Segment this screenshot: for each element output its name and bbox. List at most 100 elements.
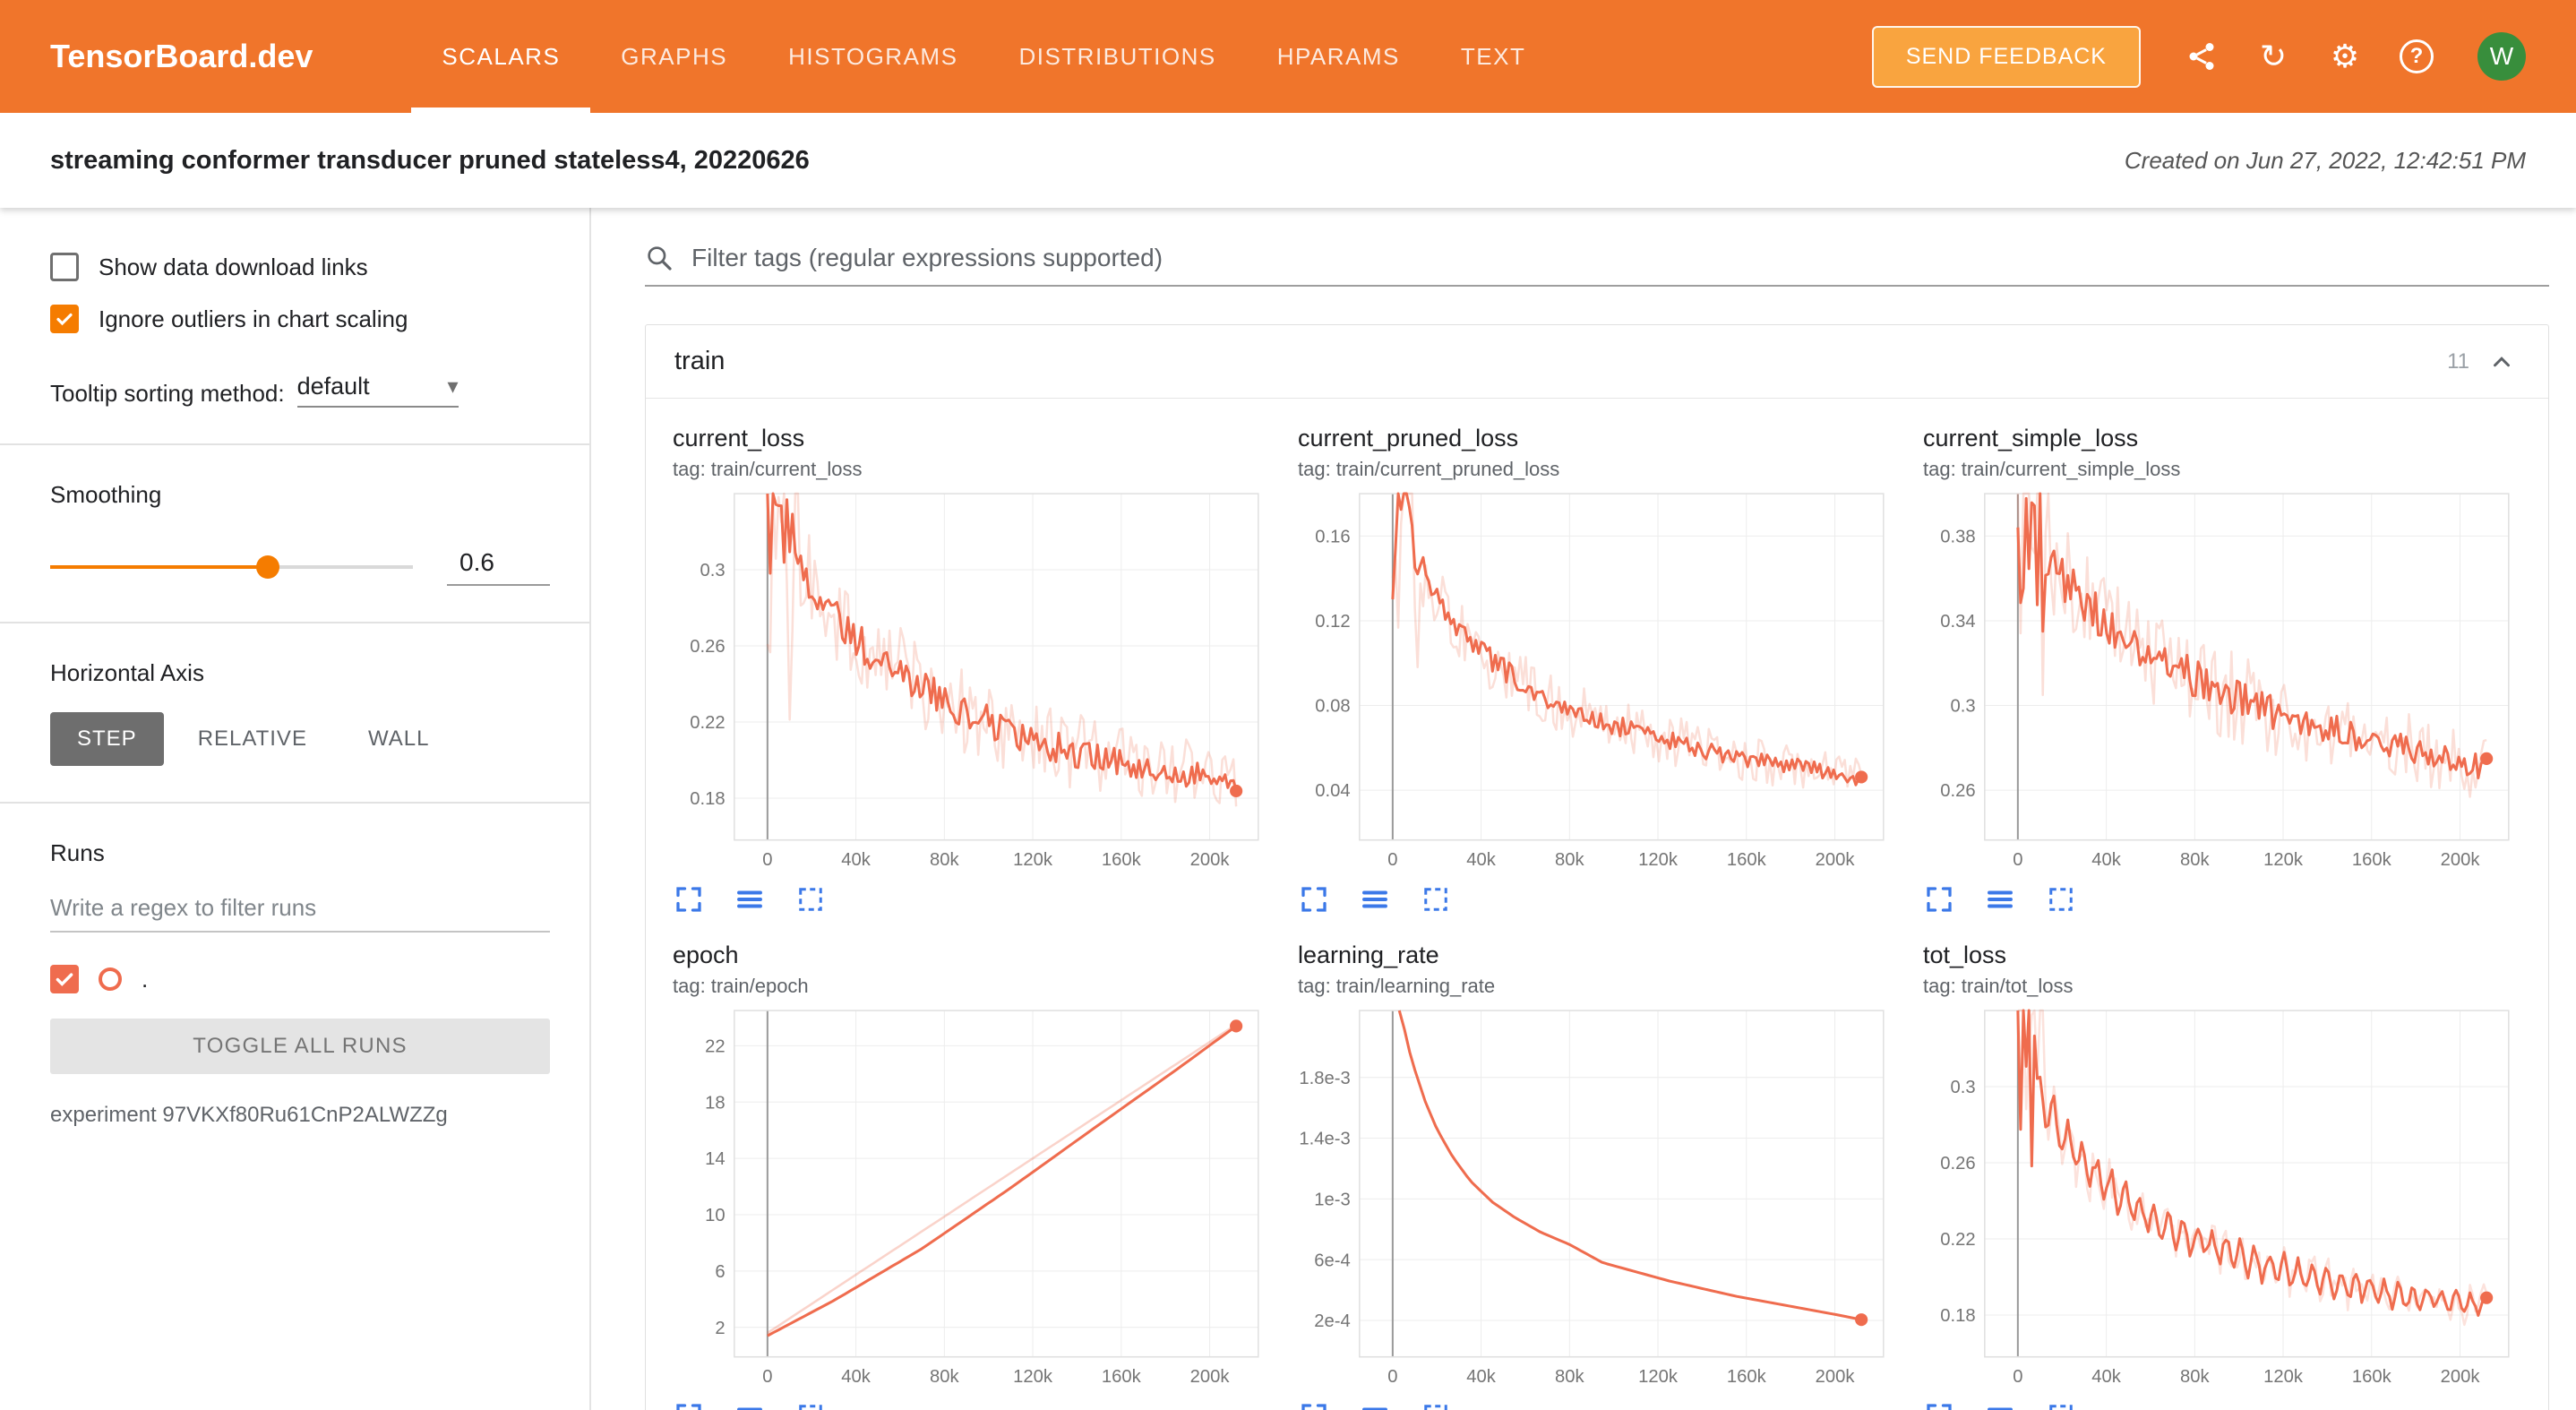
tab-scalars[interactable]: SCALARS — [411, 0, 591, 113]
show-download-links-row[interactable]: Show data download links — [50, 253, 550, 281]
svg-text:1.4e-3: 1.4e-3 — [1299, 1130, 1350, 1149]
svg-text:0.18: 0.18 — [1940, 1306, 1975, 1326]
help-icon[interactable]: ? — [2397, 37, 2436, 76]
ignore-outliers-checkbox[interactable] — [50, 305, 79, 333]
filter-tags-input[interactable] — [691, 244, 2549, 272]
chart-card-tot_loss: tot_loss tag: train/tot_loss 0.18 0.22 0.26 0… — [1923, 941, 2521, 1410]
collapse-chevron-icon[interactable] — [2484, 344, 2520, 380]
share-icon[interactable] — [2182, 37, 2221, 76]
toggle-all-runs-button[interactable]: TOGGLE ALL RUNS — [50, 1019, 550, 1074]
svg-text:0.34: 0.34 — [1940, 612, 1975, 632]
chart-card-learning_rate: learning_rate tag: train/learning_rate 2e-… — [1298, 941, 1896, 1410]
axis-relative-button[interactable]: RELATIVE — [171, 712, 334, 766]
show-download-links-label: Show data download links — [99, 253, 368, 280]
log-scale-toggle-icon[interactable] — [1984, 883, 2016, 916]
chart-card-current_loss: current_loss tag: train/current_loss 0.18 0… — [673, 424, 1271, 916]
avatar[interactable]: W — [2477, 32, 2526, 81]
chart-plot-tot_loss[interactable]: 0.18 0.22 0.26 0.3 0 40k 80k 120k 160k 200k — [1923, 1005, 2521, 1395]
smoothing-slider[interactable] — [50, 555, 413, 579]
svg-text:200k: 200k — [1816, 1367, 1856, 1387]
tab-text[interactable]: TEXT — [1460, 42, 1526, 70]
expand-chart-icon[interactable] — [673, 1400, 705, 1410]
chart-plot-current_loss[interactable]: 0.18 0.22 0.26 0.3 0 40k 80k 120k 160k 200k — [673, 488, 1271, 878]
run-color-circle[interactable] — [99, 967, 122, 991]
svg-text:160k: 160k — [2352, 1367, 2392, 1387]
tooltip-sorting-label: Tooltip sorting method: — [50, 380, 285, 407]
svg-text:200k: 200k — [1190, 1367, 1231, 1387]
refresh-icon[interactable]: ↻ — [2259, 38, 2288, 74]
chart-title: current_loss — [673, 425, 805, 451]
train-group-card: train 11 current_loss tag: train/current_… — [645, 324, 2549, 1410]
log-scale-toggle-icon[interactable] — [1984, 1400, 2016, 1410]
experiment-header: streaming conformer transducer pruned st… — [0, 113, 2576, 208]
svg-text:6e-4: 6e-4 — [1314, 1251, 1351, 1270]
chart-title: current_pruned_loss — [1298, 425, 1519, 451]
svg-text:120k: 120k — [1638, 1367, 1679, 1387]
svg-text:160k: 160k — [1102, 850, 1142, 870]
sidebar-divider — [0, 443, 589, 445]
fit-domain-icon[interactable] — [2045, 1400, 2077, 1410]
svg-text:0: 0 — [762, 850, 772, 870]
svg-text:0.16: 0.16 — [1315, 527, 1350, 546]
chart-plot-learning_rate[interactable]: 2e-4 6e-4 1e-3 1.4e-3 1.8e-3 0 40k 80k 120k 160k 2… — [1298, 1005, 1896, 1395]
experiment-title: streaming conformer transducer pruned st… — [50, 145, 810, 175]
smoothing-value[interactable]: 0.6 — [447, 548, 550, 586]
fit-domain-icon[interactable] — [2045, 883, 2077, 916]
log-scale-toggle-icon[interactable] — [1359, 883, 1391, 916]
smoothing-slider-fill — [50, 565, 268, 569]
log-scale-toggle-icon[interactable] — [1359, 1400, 1391, 1410]
group-count: 11 — [2447, 348, 2469, 374]
experiment-id: experiment 97VKXf80Ru61CnP2ALWZZg — [50, 1103, 448, 1127]
fit-domain-icon[interactable] — [1420, 883, 1452, 916]
chart-tag: tag: train/current_simple_loss — [1923, 458, 2181, 480]
svg-text:14: 14 — [705, 1149, 726, 1169]
fit-domain-icon[interactable] — [1420, 1400, 1452, 1410]
smoothing-slider-thumb[interactable] — [256, 555, 279, 579]
expand-chart-icon[interactable] — [1298, 883, 1330, 916]
ignore-outliers-row[interactable]: Ignore outliers in chart scaling — [50, 305, 550, 333]
tab-distributions[interactable]: DISTRIBUTIONS — [1018, 42, 1216, 70]
svg-text:1e-3: 1e-3 — [1314, 1191, 1351, 1210]
axis-wall-button[interactable]: WALL — [341, 712, 456, 766]
chart-plot-current_pruned_loss[interactable]: 0.04 0.08 0.12 0.16 0 40k 80k 120k 160k 200k — [1298, 488, 1896, 878]
chart-plot-current_simple_loss[interactable]: 0.26 0.3 0.34 0.38 0 40k 80k 120k 160k 200k — [1923, 488, 2521, 878]
runs-regex-input[interactable] — [50, 894, 550, 933]
svg-text:80k: 80k — [2180, 1367, 2211, 1387]
tooltip-sorting-value: default — [296, 373, 370, 400]
svg-text:40k: 40k — [841, 850, 872, 870]
svg-text:40k: 40k — [841, 1367, 872, 1387]
tab-hparams[interactable]: HPARAMS — [1276, 42, 1400, 70]
search-icon — [648, 246, 672, 271]
log-scale-toggle-icon[interactable] — [734, 1400, 766, 1410]
send-feedback-button[interactable]: SEND FEEDBACK — [1871, 25, 2141, 88]
svg-text:40k: 40k — [1466, 850, 1497, 870]
svg-text:160k: 160k — [1102, 1367, 1142, 1387]
tooltip-sorting-select[interactable]: default ▾ — [296, 373, 459, 408]
chart-tag: tag: train/learning_rate — [1298, 975, 1496, 998]
runs-label: Runs — [50, 839, 105, 866]
chart-card-current_simple_loss: current_simple_loss tag: train/current_si… — [1923, 424, 2521, 916]
svg-text:200k: 200k — [2441, 850, 2481, 870]
svg-text:0: 0 — [1387, 850, 1397, 870]
expand-chart-icon[interactable] — [1298, 1400, 1330, 1410]
chart-toolbar — [1923, 883, 2521, 916]
chart-plot-epoch[interactable]: 2 6 10 14 18 22 0 40k 80k 120k 160k 200k — [673, 1005, 1271, 1395]
settings-gear-icon[interactable]: ⚙ — [2330, 38, 2360, 74]
nav-tabs: SCALARS GRAPHS HISTOGRAMS DISTRIBUTIONS HPAR… — [411, 0, 1556, 113]
expand-chart-icon[interactable] — [1923, 883, 1955, 916]
tab-graphs[interactable]: GRAPHS — [621, 42, 728, 70]
svg-text:1.8e-3: 1.8e-3 — [1299, 1069, 1350, 1088]
fit-domain-icon[interactable] — [794, 1400, 827, 1410]
tab-histograms[interactable]: HISTOGRAMS — [788, 42, 958, 70]
svg-text:0: 0 — [2013, 1367, 2022, 1387]
svg-text:120k: 120k — [2263, 1367, 2304, 1387]
run-checkbox[interactable] — [50, 965, 79, 993]
expand-chart-icon[interactable] — [1923, 1400, 1955, 1410]
fit-domain-icon[interactable] — [794, 883, 827, 916]
show-download-links-checkbox[interactable] — [50, 253, 79, 281]
train-group-header[interactable]: train 11 — [646, 325, 2548, 399]
expand-chart-icon[interactable] — [673, 883, 705, 916]
axis-step-button[interactable]: STEP — [50, 712, 164, 766]
log-scale-toggle-icon[interactable] — [734, 883, 766, 916]
svg-text:0: 0 — [762, 1367, 772, 1387]
